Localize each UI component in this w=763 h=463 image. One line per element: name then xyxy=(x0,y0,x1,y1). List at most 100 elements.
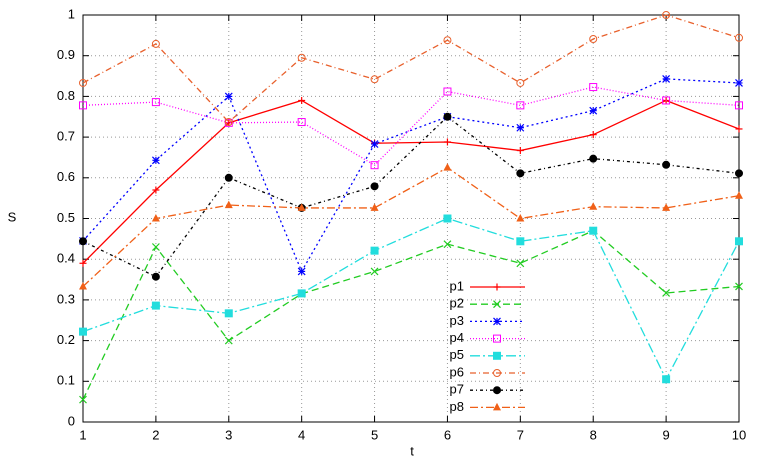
x-tick-label: 10 xyxy=(732,427,746,442)
marker xyxy=(589,154,598,163)
marker xyxy=(224,200,233,209)
marker xyxy=(224,309,233,318)
marker-shape xyxy=(589,154,598,163)
marker xyxy=(662,96,671,105)
marker xyxy=(443,163,452,171)
marker xyxy=(297,203,306,211)
series-line xyxy=(82,115,740,278)
marker xyxy=(589,106,598,115)
marker-shape xyxy=(79,327,87,336)
y-axis-label: S xyxy=(8,209,17,224)
legend-label: p4 xyxy=(450,330,464,345)
marker xyxy=(662,375,671,384)
marker-stroke xyxy=(224,336,233,345)
legend-label: p8 xyxy=(450,399,464,414)
y-tick-label: 1 xyxy=(68,6,75,21)
marker-shape xyxy=(79,101,87,110)
marker xyxy=(298,96,306,104)
x-tick-label: 4 xyxy=(298,427,305,442)
marker-stroke xyxy=(662,289,671,297)
marker-shape xyxy=(662,96,671,105)
marker-shape xyxy=(493,402,501,411)
marker-shape xyxy=(443,163,452,171)
legend-label: p5 xyxy=(450,347,464,362)
marker-shape xyxy=(662,203,671,211)
marker xyxy=(370,246,379,255)
marker-shape xyxy=(224,118,233,127)
marker xyxy=(224,92,233,101)
marker-shape xyxy=(443,36,452,45)
marker xyxy=(79,237,87,246)
marker-stroke xyxy=(79,395,87,404)
marker xyxy=(370,75,379,84)
marker-shape xyxy=(370,182,379,191)
x-tick-label: 1 xyxy=(79,427,86,442)
marker xyxy=(493,300,501,309)
legend-label: p2 xyxy=(450,296,464,311)
y-tick-label: 0.2 xyxy=(57,332,75,347)
marker-stroke xyxy=(151,243,160,251)
y-tick-label: 0 xyxy=(68,413,75,428)
marker-shape xyxy=(79,78,87,87)
marker-shape xyxy=(735,237,743,246)
y-tick-label: 0.3 xyxy=(57,291,75,306)
x-tick-label: 2 xyxy=(152,427,159,442)
marker xyxy=(589,131,597,139)
marker xyxy=(79,281,87,290)
marker xyxy=(79,395,87,404)
marker xyxy=(662,74,671,83)
marker-shape xyxy=(370,246,379,255)
marker xyxy=(151,214,160,222)
marker-stroke xyxy=(735,282,743,291)
marker-shape xyxy=(443,87,452,96)
legend-label: p6 xyxy=(450,364,464,379)
legend-label: p1 xyxy=(450,278,464,293)
marker xyxy=(151,98,160,107)
marker-shape xyxy=(662,11,671,19)
marker-shape xyxy=(735,33,743,42)
marker xyxy=(516,169,525,178)
marker xyxy=(79,259,87,267)
marker xyxy=(662,11,671,19)
series-line xyxy=(82,14,740,123)
marker xyxy=(224,336,233,345)
marker-shape xyxy=(297,289,306,298)
marker-shape xyxy=(370,161,379,170)
marker-shape xyxy=(516,169,525,178)
marker-shape xyxy=(79,237,87,246)
marker-stroke xyxy=(370,140,379,148)
marker-shape xyxy=(297,118,306,127)
marker-stroke xyxy=(297,267,306,276)
marker xyxy=(516,214,525,222)
marker-shape xyxy=(493,369,501,377)
marker-shape xyxy=(151,272,160,281)
marker xyxy=(516,101,525,110)
marker-stroke xyxy=(589,106,598,115)
marker-stroke xyxy=(370,267,379,276)
marker xyxy=(589,226,598,235)
y-tick-label: 0.7 xyxy=(57,129,75,144)
marker xyxy=(443,138,451,146)
marker xyxy=(589,202,598,210)
legend-label: p7 xyxy=(450,382,464,397)
marker xyxy=(152,186,160,194)
marker xyxy=(493,283,501,291)
marker-shape xyxy=(79,281,87,290)
marker-shape xyxy=(443,112,452,121)
marker xyxy=(370,161,379,170)
x-tick-label: 8 xyxy=(590,427,597,442)
marker-shape xyxy=(493,334,501,343)
marker xyxy=(735,169,743,178)
marker-shape xyxy=(662,160,671,169)
marker xyxy=(443,112,452,121)
marker xyxy=(516,237,525,246)
x-tick-label: 7 xyxy=(517,427,524,442)
y-tick-label: 0.4 xyxy=(57,251,75,266)
marker-shape xyxy=(589,202,598,210)
marker xyxy=(589,83,598,92)
marker xyxy=(735,282,743,291)
marker-shape xyxy=(516,214,525,222)
marker-shape xyxy=(224,200,233,209)
marker xyxy=(516,123,525,132)
series-line xyxy=(82,166,740,287)
